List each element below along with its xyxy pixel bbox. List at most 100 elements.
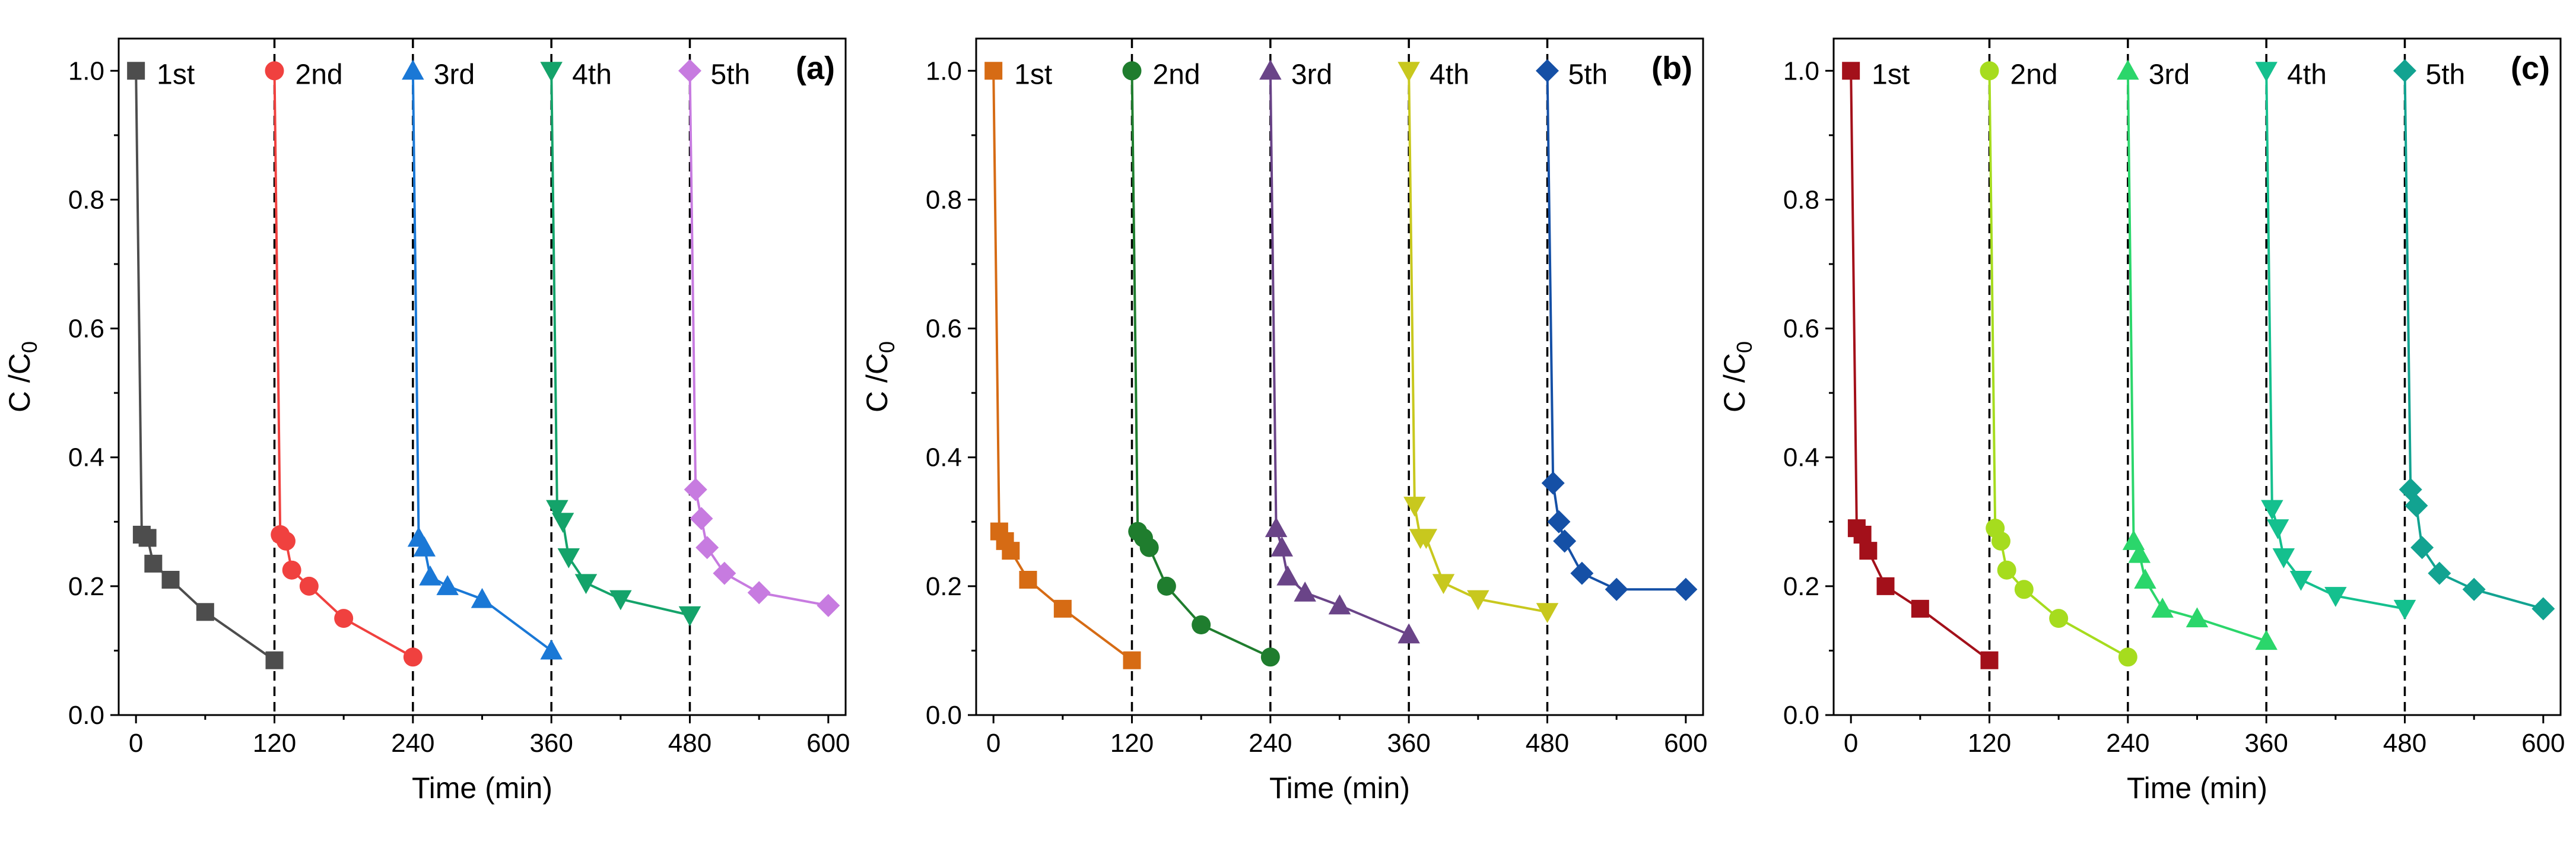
data-point [713,561,736,585]
y-axis-label: C /C0 [860,341,899,412]
x-tick-label: 480 [2383,729,2426,758]
data-point [540,639,563,660]
data-point [690,507,713,530]
data-point [747,581,771,605]
y-axis-label-subscript: 0 [875,341,899,353]
data-point [2049,609,2069,628]
y-tick-label: 0.6 [1783,315,1819,344]
x-tick-label: 240 [2106,729,2149,758]
panel-label: (c) [2511,50,2550,86]
data-point [2393,599,2416,620]
y-tick-label: 0.8 [68,185,104,214]
series-3rd: 3rd [402,59,563,660]
series-4th: 4th [540,59,701,627]
y-tick-label: 0.6 [68,315,104,344]
plot-frame [117,37,847,716]
data-point [678,606,701,627]
x-tick-label: 240 [1249,729,1292,758]
run-label: 3rd [1291,59,1332,90]
data-point [2118,647,2137,667]
data-point [1541,471,1565,495]
y-axis-label-subscript: 0 [1732,341,1756,353]
data-point [540,62,563,82]
data-point [1980,651,1999,669]
data-point [1260,647,1280,667]
series-1st: 1st [984,59,1141,669]
series-line [1269,71,1409,636]
series-2nd: 2nd [265,59,423,667]
data-point [1553,529,1577,553]
x-tick-label: 0 [986,729,1000,758]
data-point [1876,577,1895,595]
run-label: 3rd [434,59,475,90]
data-point [2266,519,2289,539]
data-point [2410,536,2434,560]
data-point [817,593,840,617]
data-point [2462,577,2486,601]
data-point [1019,571,1037,589]
y-tick-label: 0.8 [926,185,962,214]
data-point [1328,594,1351,615]
series-line [2403,71,2544,610]
run-label: 5th [1568,59,1608,90]
data-point [1123,651,1141,669]
series-line [550,71,690,617]
x-tick-label: 120 [253,729,296,758]
run-label: 2nd [296,59,343,90]
data-point [1403,497,1426,517]
x-tick-label: 360 [1387,729,1430,758]
data-point [684,478,707,501]
series-5th: 5th [678,59,840,617]
chart-panel-a: 0 120 240 360 480 600 0.0 0.2 0.4 0.6 0.8 1.0 Time (… [3,37,850,805]
data-point [1536,59,1559,82]
series-4th: 4th [1397,59,1559,624]
y-tick-label: 0.6 [926,315,962,344]
y-tick-label: 0.0 [1783,701,1819,730]
data-point [984,62,1003,80]
series-line [688,71,829,607]
run-label: 2nd [2010,59,2058,90]
x-tick-label: 240 [391,729,434,758]
series-5th: 5th [2393,59,2555,621]
run-label: 2nd [1153,59,1200,90]
data-point [2128,542,2151,563]
data-point [678,59,701,82]
series-2nd: 2nd [1980,59,2137,667]
data-point [2428,561,2451,585]
run-label: 1st [157,59,195,90]
x-axis-label: Time (min) [1269,771,1410,805]
data-point [1397,62,1420,82]
data-point [1547,510,1571,533]
y-tick-label: 0.4 [1783,443,1819,472]
data-point [2393,59,2416,82]
run-label: 4th [572,59,612,90]
data-point [574,574,598,595]
chart-panel-c: 0 120 240 360 480 600 0.0 0.2 0.4 0.6 0.8 1.0 Time (… [1718,37,2565,805]
data-point [546,500,568,520]
series-1st: 1st [127,59,284,669]
data-point [161,571,180,589]
x-tick-label: 0 [129,729,143,758]
data-point [265,61,284,81]
run-label: 5th [2426,59,2466,90]
data-point [1259,59,1282,80]
y-tick-label: 0.2 [1783,572,1819,601]
data-point [2014,580,2034,599]
x-tick-label: 120 [1110,729,1154,758]
series-line [1850,71,1990,662]
data-point [1570,561,1594,585]
data-point [1002,542,1020,560]
data-point [1536,603,1559,624]
run-label: 4th [1430,59,1469,90]
data-point [1842,62,1860,80]
data-point [2151,598,2174,618]
data-point [2134,568,2156,589]
series-line [992,71,1133,662]
y-tick-label: 1.0 [926,56,962,85]
data-point [282,560,301,580]
data-point [1859,542,1878,560]
y-tick-label: 1.0 [68,56,104,85]
y-tick-label: 1.0 [1783,56,1819,85]
data-point [1122,61,1142,81]
